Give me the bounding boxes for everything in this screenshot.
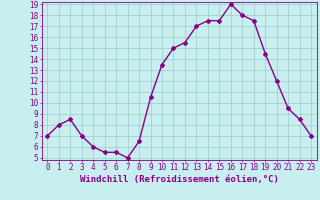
X-axis label: Windchill (Refroidissement éolien,°C): Windchill (Refroidissement éolien,°C) (80, 175, 279, 184)
